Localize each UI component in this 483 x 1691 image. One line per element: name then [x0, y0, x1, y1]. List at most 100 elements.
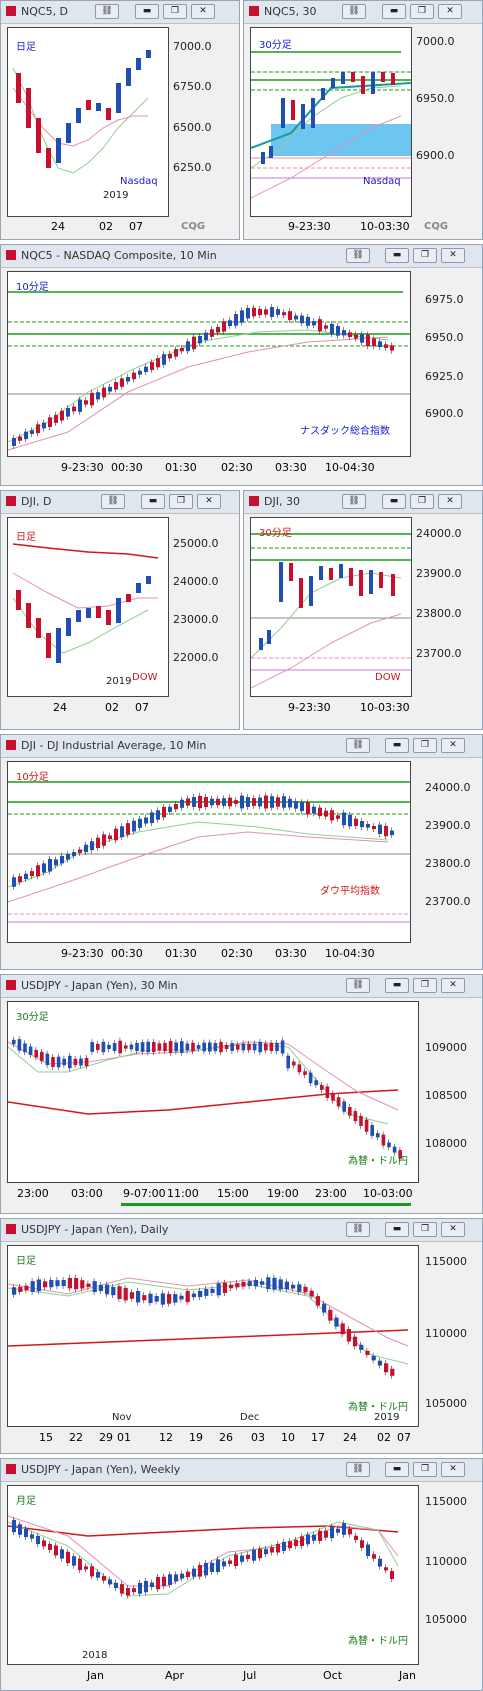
- candle: [45, 1053, 50, 1066]
- link-icon[interactable]: ⛓: [346, 248, 370, 263]
- close-button[interactable]: ✕: [441, 738, 465, 753]
- window-titlebar[interactable]: DJI - DJ Industrial Average, 10 Min ⛓ ▬ …: [1, 735, 482, 758]
- candle: [372, 338, 376, 347]
- window-nqc5-daily[interactable]: NQC5, D ⛓ ▬ ❐ ✕: [0, 0, 240, 240]
- restore-button[interactable]: ❐: [413, 738, 437, 753]
- x-tick: 24: [53, 701, 67, 714]
- close-button[interactable]: ✕: [197, 494, 221, 509]
- link-icon[interactable]: ⛓: [95, 4, 119, 19]
- link-icon[interactable]: ⛓: [346, 738, 370, 753]
- restore-button[interactable]: ❐: [413, 248, 437, 263]
- restore-button[interactable]: ❐: [413, 1222, 437, 1237]
- candle: [216, 1283, 221, 1296]
- cqg-window-icon: [249, 496, 259, 506]
- price-chart[interactable]: 30分足 DOW: [250, 517, 412, 697]
- candle: [74, 1277, 79, 1290]
- minimize-button[interactable]: ▬: [385, 248, 409, 263]
- window-dji-10min[interactable]: DJI - DJ Industrial Average, 10 Min ⛓ ▬ …: [0, 734, 483, 970]
- session-indicator: [121, 1203, 411, 1206]
- candle: [146, 1041, 150, 1053]
- candle: [61, 1279, 66, 1287]
- link-icon[interactable]: ⛓: [346, 1462, 370, 1477]
- candle: [129, 1292, 134, 1299]
- window-titlebar[interactable]: NQC5 - NASDAQ Composite, 10 Min ⛓ ▬ ❐ ✕: [1, 245, 482, 268]
- restore-button[interactable]: ❐: [410, 494, 434, 509]
- restore-button[interactable]: ❐: [410, 4, 434, 19]
- candle: [300, 1536, 304, 1547]
- candle: [24, 431, 28, 440]
- x-tick: 03:30: [275, 461, 307, 474]
- candle: [132, 1588, 136, 1592]
- candle: [84, 1566, 88, 1570]
- candles: [16, 576, 151, 663]
- window-nqc5-30min[interactable]: NQC5, 30 ⛓ ▬ ❐ ✕: [243, 0, 483, 240]
- candle: [18, 1524, 22, 1535]
- link-icon[interactable]: ⛓: [342, 494, 366, 509]
- minimize-button[interactable]: ▬: [141, 494, 165, 509]
- candle: [241, 1281, 246, 1287]
- window-titlebar[interactable]: USDJPY - Japan (Yen), 30 Min ⛓ ▬ ❐ ✕: [1, 975, 482, 998]
- price-chart[interactable]: 30分足 Nasdaq: [250, 27, 412, 217]
- candle: [235, 1283, 240, 1288]
- link-icon[interactable]: ⛓: [346, 1222, 370, 1237]
- restore-button[interactable]: ❐: [413, 1462, 437, 1477]
- window-titlebar[interactable]: DJI, 30 ⛓ ▬ ❐ ✕: [244, 491, 482, 514]
- window-titlebar[interactable]: USDJPY - Japan (Yen), Daily ⛓ ▬ ❐ ✕: [1, 1219, 482, 1242]
- window-usdjpy-weekly[interactable]: USDJPY - Japan (Yen), Weekly ⛓ ▬ ❐ ✕ 月足 …: [0, 1458, 483, 1691]
- x-tick: 9-23:30: [61, 947, 104, 960]
- price-chart[interactable]: 10分足 ナスダック総合指数: [7, 271, 411, 457]
- candle: [112, 1043, 117, 1051]
- window-dji-daily[interactable]: DJI, D ⛓ ▬ ❐ ✕: [0, 490, 240, 730]
- window-usdjpy-30min[interactable]: USDJPY - Japan (Yen), 30 Min ⛓ ▬ ❐ ✕ 30分…: [0, 974, 483, 1214]
- window-usdjpy-daily[interactable]: USDJPY - Japan (Yen), Daily ⛓ ▬ ❐ ✕ 日足 為…: [0, 1218, 483, 1454]
- link-icon[interactable]: ⛓: [346, 978, 370, 993]
- link-icon[interactable]: ⛓: [101, 494, 125, 509]
- close-button[interactable]: ✕: [441, 248, 465, 263]
- candle: [73, 1058, 78, 1066]
- close-button[interactable]: ✕: [441, 1222, 465, 1237]
- close-button[interactable]: ✕: [441, 978, 465, 993]
- minimize-button[interactable]: ▬: [135, 4, 159, 19]
- window-titlebar[interactable]: DJI, D ⛓ ▬ ❐ ✕: [1, 491, 239, 514]
- x-axis: 9-23:30 00:30 01:30 02:30 03:30 10-04:30: [7, 945, 411, 963]
- candle: [270, 796, 274, 808]
- restore-button[interactable]: ❐: [169, 494, 193, 509]
- minimize-button[interactable]: ▬: [385, 1462, 409, 1477]
- price-chart[interactable]: 月足 2018 為替・ドル円: [7, 1485, 419, 1665]
- candle: [346, 1329, 351, 1342]
- minimize-button[interactable]: ▬: [382, 4, 406, 19]
- window-titlebar[interactable]: NQC5, 30 ⛓ ▬ ❐ ✕: [244, 1, 482, 24]
- candle: [222, 1561, 226, 1567]
- window-nqc5-10min[interactable]: NQC5 - NASDAQ Composite, 10 Min ⛓ ▬ ❐ ✕ …: [0, 244, 483, 486]
- candle: [108, 1579, 112, 1585]
- minimize-button[interactable]: ▬: [385, 978, 409, 993]
- link-icon[interactable]: ⛓: [342, 4, 366, 19]
- candle: [264, 309, 268, 315]
- candles: [12, 1274, 395, 1379]
- window-dji-30min[interactable]: DJI, 30 ⛓ ▬ ❐ ✕: [243, 490, 483, 730]
- restore-button[interactable]: ❐: [413, 978, 437, 993]
- candle: [150, 812, 154, 824]
- minimize-button[interactable]: ▬: [385, 1222, 409, 1237]
- minimize-button[interactable]: ▬: [385, 738, 409, 753]
- close-button[interactable]: ✕: [191, 4, 215, 19]
- close-button[interactable]: ✕: [438, 494, 462, 509]
- window-titlebar[interactable]: USDJPY - Japan (Yen), Weekly ⛓ ▬ ❐ ✕: [1, 1459, 482, 1482]
- candle: [136, 1291, 141, 1303]
- window-titlebar[interactable]: NQC5, D ⛓ ▬ ❐ ✕: [1, 1, 239, 24]
- x-tick: 10-04:30: [325, 461, 375, 474]
- candle: [330, 323, 334, 334]
- price-chart[interactable]: 日足 為替・ドル円 Nov Dec 2019: [7, 1245, 419, 1427]
- price-chart[interactable]: 日足 2019 DOW: [7, 517, 169, 697]
- candles: [12, 304, 394, 449]
- close-button[interactable]: ✕: [438, 4, 462, 19]
- window-title: DJI - DJ Industrial Average, 10 Min: [21, 739, 207, 752]
- minimize-button[interactable]: ▬: [382, 494, 406, 509]
- restore-button[interactable]: ❐: [163, 4, 187, 19]
- price-chart[interactable]: 30分足 為替・ドル円: [7, 1001, 419, 1183]
- candle: [90, 1566, 94, 1577]
- close-button[interactable]: ✕: [441, 1462, 465, 1477]
- price-chart[interactable]: 日足 2019 Nasdaq: [7, 27, 169, 217]
- price-chart[interactable]: 10分足 ダウ平均指数: [7, 761, 411, 943]
- candle: [366, 334, 370, 347]
